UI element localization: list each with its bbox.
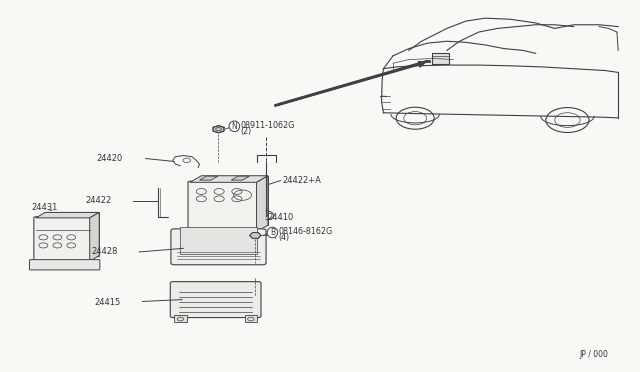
FancyBboxPatch shape [171,229,266,265]
Polygon shape [36,212,99,218]
Bar [202,176,268,225]
Polygon shape [213,125,224,133]
Text: B: B [270,228,275,237]
Polygon shape [250,232,261,238]
Bar [431,53,449,64]
Text: N: N [232,122,237,131]
FancyBboxPatch shape [29,260,100,270]
Text: (2): (2) [240,126,252,135]
Text: 08146-8162G: 08146-8162G [278,227,332,236]
Bar [174,315,187,322]
Bar [180,227,257,254]
Text: 24422: 24422 [85,196,111,205]
Polygon shape [200,176,218,180]
Text: 24415: 24415 [95,298,121,307]
Text: 08911-1062G: 08911-1062G [240,121,294,130]
Bar [244,315,257,322]
Polygon shape [257,176,268,232]
Text: 24431: 24431 [31,203,58,212]
Polygon shape [190,176,268,182]
Bar [45,212,99,256]
Text: (4): (4) [278,233,289,242]
FancyBboxPatch shape [34,217,92,262]
Polygon shape [231,176,250,180]
Text: JP / 000: JP / 000 [580,350,609,359]
FancyBboxPatch shape [188,181,259,233]
FancyBboxPatch shape [170,282,261,318]
Text: 24410: 24410 [268,213,294,222]
Text: 24420: 24420 [97,154,123,163]
Polygon shape [90,212,99,261]
Text: 24428: 24428 [92,247,118,256]
Text: 24422+A: 24422+A [282,176,321,185]
